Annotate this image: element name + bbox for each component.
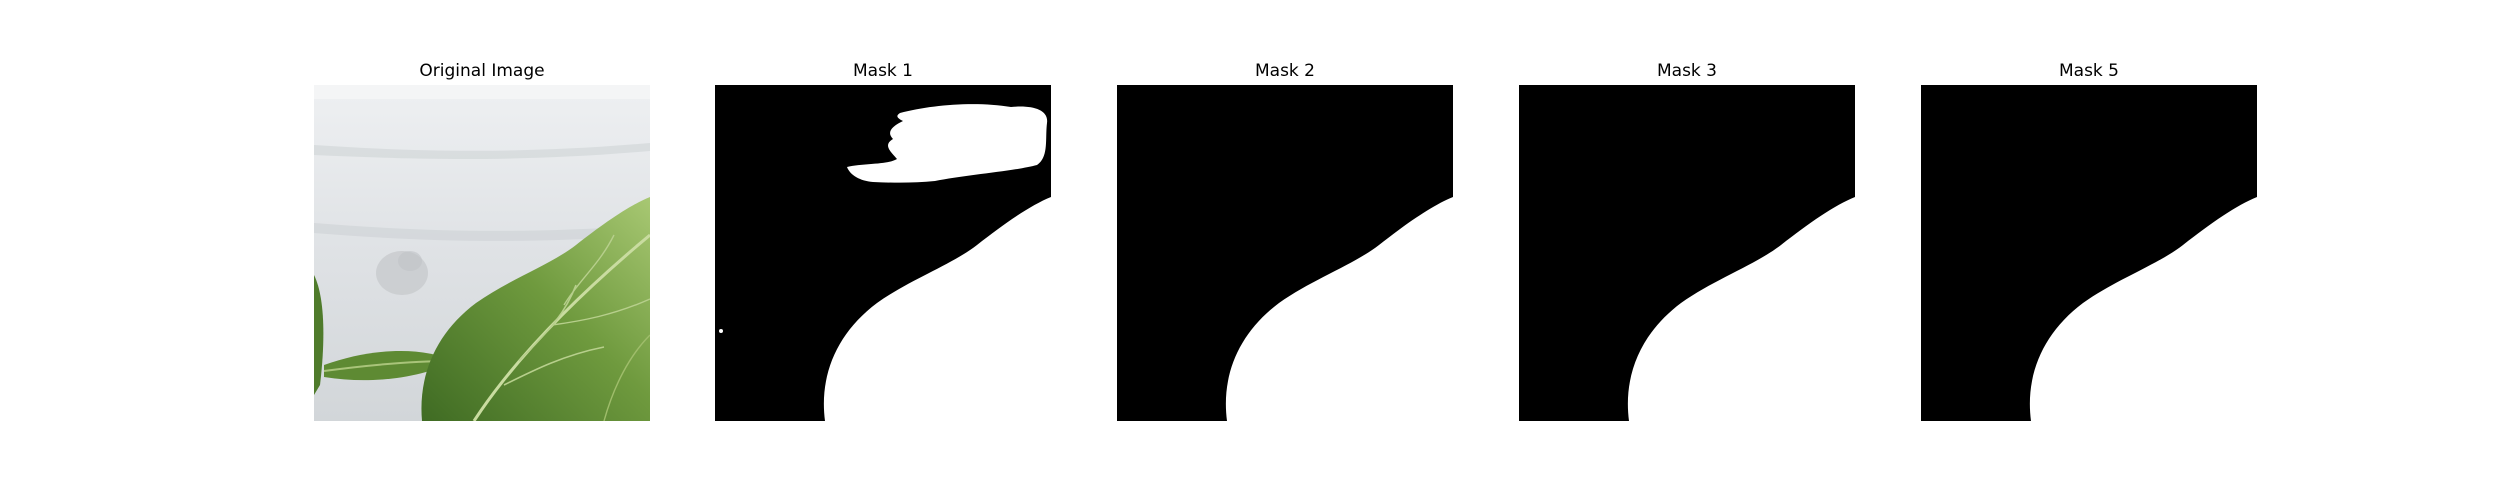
- mask-leaf-region: [1627, 197, 1855, 421]
- wall-ridge: [314, 143, 650, 159]
- panel-mask-1: Mask 1: [715, 58, 1051, 421]
- wall-stain: [398, 251, 422, 271]
- side-leaf: [324, 350, 454, 381]
- leaf-vein: [503, 346, 605, 386]
- leaf-vein: [603, 334, 650, 421]
- leaf-vein: [563, 234, 615, 306]
- leaf-vein: [551, 298, 650, 326]
- wall-top-strip: [314, 85, 650, 99]
- wall-ridge: [314, 223, 650, 241]
- left-leaf-edge: [314, 275, 324, 395]
- panel-title-original: Original Image: [419, 61, 545, 81]
- panel-title-mask-1: Mask 1: [852, 61, 913, 81]
- mask-speck: [719, 329, 723, 333]
- mask-wall-blob: [847, 104, 1048, 183]
- mask-5-image: [1921, 85, 2257, 421]
- mask-1-image: [715, 85, 1051, 421]
- mask-2-image: [1117, 85, 1453, 421]
- mask-leaf-region: [1225, 197, 1453, 421]
- original-photo: [314, 85, 650, 421]
- main-leaf: [421, 197, 650, 421]
- panel-mask-3: Mask 3: [1519, 58, 1855, 421]
- leaf-midrib: [472, 233, 650, 421]
- panel-title-mask-2: Mask 2: [1254, 61, 1315, 81]
- mask-leaf-region: [2029, 197, 2257, 421]
- panel-title-mask-5: Mask 5: [2058, 61, 2119, 81]
- panel-original-image: Original Image: [314, 58, 650, 421]
- panel-mask-5: Mask 5: [1921, 58, 2257, 421]
- panel-mask-2: Mask 2: [1117, 58, 1453, 421]
- mask-3-image: [1519, 85, 1855, 421]
- mask-leaf-region: [823, 197, 1051, 421]
- panel-title-mask-3: Mask 3: [1656, 61, 1717, 81]
